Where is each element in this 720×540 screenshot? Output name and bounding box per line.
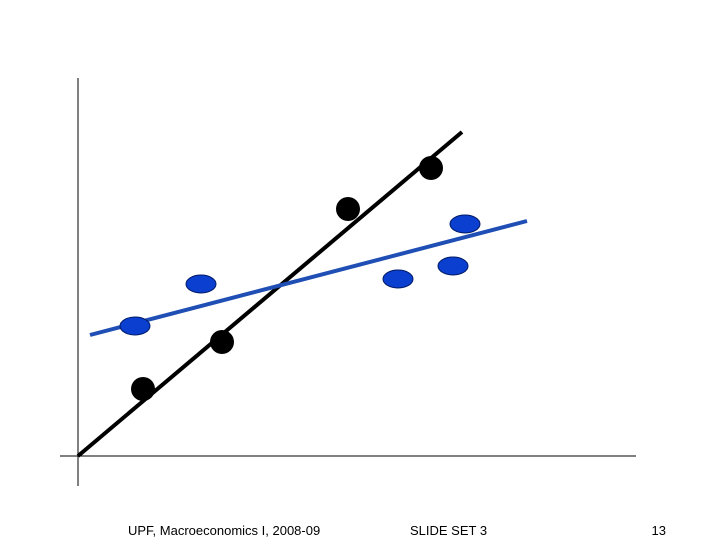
blue-point [119,316,151,336]
black-point [419,156,443,180]
black-point [336,197,360,221]
black-point [131,377,155,401]
blue-point [382,269,414,289]
blue-point [437,256,469,276]
black-fit-line [76,130,464,458]
footer-course: UPF, Macroeconomics I, 2008-09 [128,523,320,538]
black-point [210,330,234,354]
blue-fit-line [89,219,528,337]
blue-points [119,214,481,336]
footer-slide-set: SLIDE SET 3 [410,523,487,538]
blue-point [185,274,217,294]
blue-point [449,214,481,234]
black-points [131,156,443,401]
footer-page: 13 [652,523,666,538]
